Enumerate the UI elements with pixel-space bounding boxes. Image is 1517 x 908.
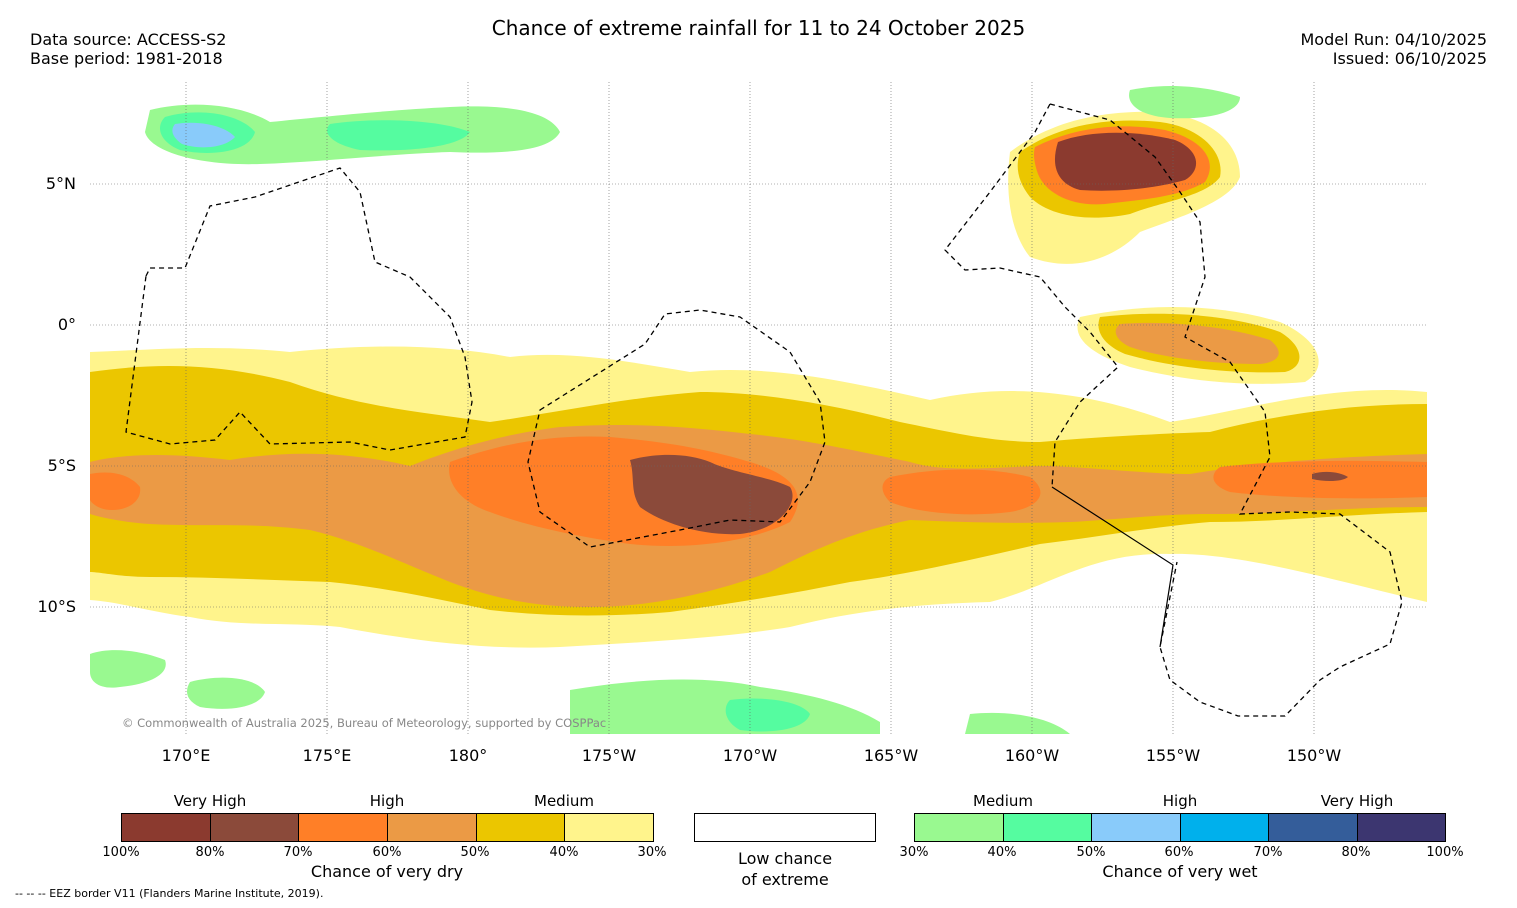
dry-region-high-west: [90, 472, 141, 510]
wet-region-north-east: [1129, 86, 1240, 119]
wet-tick-50: 50%: [1076, 845, 1106, 860]
eez-border-tokelau-tuvalu: [527, 309, 826, 548]
wet-region-south-west: [90, 650, 166, 688]
lon-label-155w: 155°W: [1145, 746, 1201, 765]
dry-region-very-high: [630, 454, 793, 535]
wet-swatch-1: [915, 814, 1004, 841]
wet-swatch-4: [1180, 814, 1269, 841]
eez-borders: [125, 103, 1403, 717]
copyright-notice: © Commonwealth of Australia 2025, Bureau…: [122, 716, 607, 730]
wet-swatch-2: [1003, 814, 1092, 841]
wet-region-north-west-high: [172, 122, 235, 148]
dry-tick-80: 80%: [195, 845, 225, 860]
dry-swatch-1: [122, 814, 211, 841]
wet-region-south-west-2: [187, 677, 265, 709]
wet-region-north-west-medium-2: [327, 120, 470, 151]
lon-label-170e: 170°E: [161, 746, 211, 765]
dry-swatch-2: [210, 814, 300, 841]
wet-legend-caption: Chance of very wet: [1102, 862, 1258, 881]
dry-swatch-6: [565, 814, 654, 841]
base-period-text: Base period: 1981-2018: [30, 49, 223, 68]
model-run-info: Model Run: 04/10/2025 Issued: 06/10/2025: [1301, 30, 1488, 68]
wet-tick-100: 100%: [1426, 845, 1464, 860]
dry-swatch-3: [299, 814, 389, 841]
low-chance-caption-line1: Low chance: [737, 849, 833, 868]
dry-tick-40: 40%: [549, 845, 579, 860]
dry-legend-caption: Chance of very dry: [310, 862, 464, 881]
international-border: [1051, 486, 1174, 648]
lon-label-150w: 150°W: [1286, 746, 1342, 765]
dry-legend-group-medium: Medium: [534, 792, 594, 810]
low-chance-swatch: [694, 813, 876, 842]
dry-tick-70: 70%: [283, 845, 313, 860]
eez-border-note: -- -- -- EEZ border V11 (Flanders Marine…: [15, 887, 324, 900]
dry-tick-50: 50%: [460, 845, 490, 860]
wet-legend-group-very-high: Very High: [1320, 792, 1394, 810]
lat-label-5n: 5°N: [45, 174, 76, 193]
low-chance-caption: Low chance of extreme: [685, 848, 885, 890]
dry-region-high-east: [882, 469, 1041, 515]
lat-label-10s: 10°S: [37, 597, 76, 616]
data-source-text: Data source: ACCESS-S2: [30, 30, 227, 49]
wet-tick-60: 60%: [1164, 845, 1194, 860]
wet-swatch-6: [1357, 814, 1445, 841]
lon-label-175w: 175°W: [581, 746, 637, 765]
lon-label-170w: 170°W: [722, 746, 778, 765]
dry-legend-group-very-high: Very High: [173, 792, 247, 810]
data-source-info: Data source: ACCESS-S2 Base period: 1981…: [30, 30, 226, 68]
wet-tick-80: 80%: [1341, 845, 1371, 860]
dry-tick-60: 60%: [372, 845, 402, 860]
rainfall-map: [90, 82, 1427, 734]
dry-region-very-high-east: [1312, 471, 1348, 482]
wet-swatch-5: [1269, 814, 1358, 841]
dry-swatch-5: [476, 814, 566, 841]
lat-label-0: 0°: [57, 315, 76, 334]
model-run-text: Model Run: 04/10/2025: [1300, 30, 1488, 49]
lat-label-5s: 5°S: [47, 456, 76, 475]
wet-legend-group-medium: Medium: [973, 792, 1033, 810]
dry-region-band: [90, 346, 1427, 648]
wet-region-south-central-medium: [725, 698, 810, 732]
dry-tick-30: 30%: [637, 845, 667, 860]
wet-regions: [90, 86, 1240, 734]
lon-label-175e: 175°E: [302, 746, 352, 765]
low-chance-caption-line2: of extreme: [741, 870, 829, 889]
wet-tick-40: 40%: [987, 845, 1017, 860]
eez-border-kiribati-gilberts: [125, 167, 473, 451]
dry-swatch-4: [388, 814, 477, 841]
eq-dry-high: [1115, 322, 1279, 364]
wet-region-south-east: [965, 712, 1070, 734]
ne-dry-very-high: [1054, 132, 1197, 191]
map-grid: [90, 82, 1427, 734]
chart-title: Chance of extreme rainfall for 11 to 24 …: [491, 16, 1026, 40]
lon-label-180: 180°: [448, 746, 488, 765]
lon-label-160w: 160°W: [1004, 746, 1060, 765]
wet-tick-30: 30%: [899, 845, 929, 860]
issued-text: Issued: 06/10/2025: [1332, 49, 1487, 68]
dry-tick-100: 100%: [102, 845, 140, 860]
wet-legend-colorbar: [914, 813, 1446, 842]
dry-region-equator-east: [1077, 306, 1319, 384]
dry-legend-colorbar: [121, 813, 654, 842]
lon-label-165w: 165°W: [863, 746, 919, 765]
wet-tick-70: 70%: [1253, 845, 1283, 860]
eez-border-line-islands: [1049, 103, 1403, 717]
wet-legend-group-high: High: [1162, 792, 1198, 810]
dry-region-north-east: [1008, 111, 1240, 264]
dry-legend-group-high: High: [369, 792, 405, 810]
wet-swatch-3: [1092, 814, 1181, 841]
